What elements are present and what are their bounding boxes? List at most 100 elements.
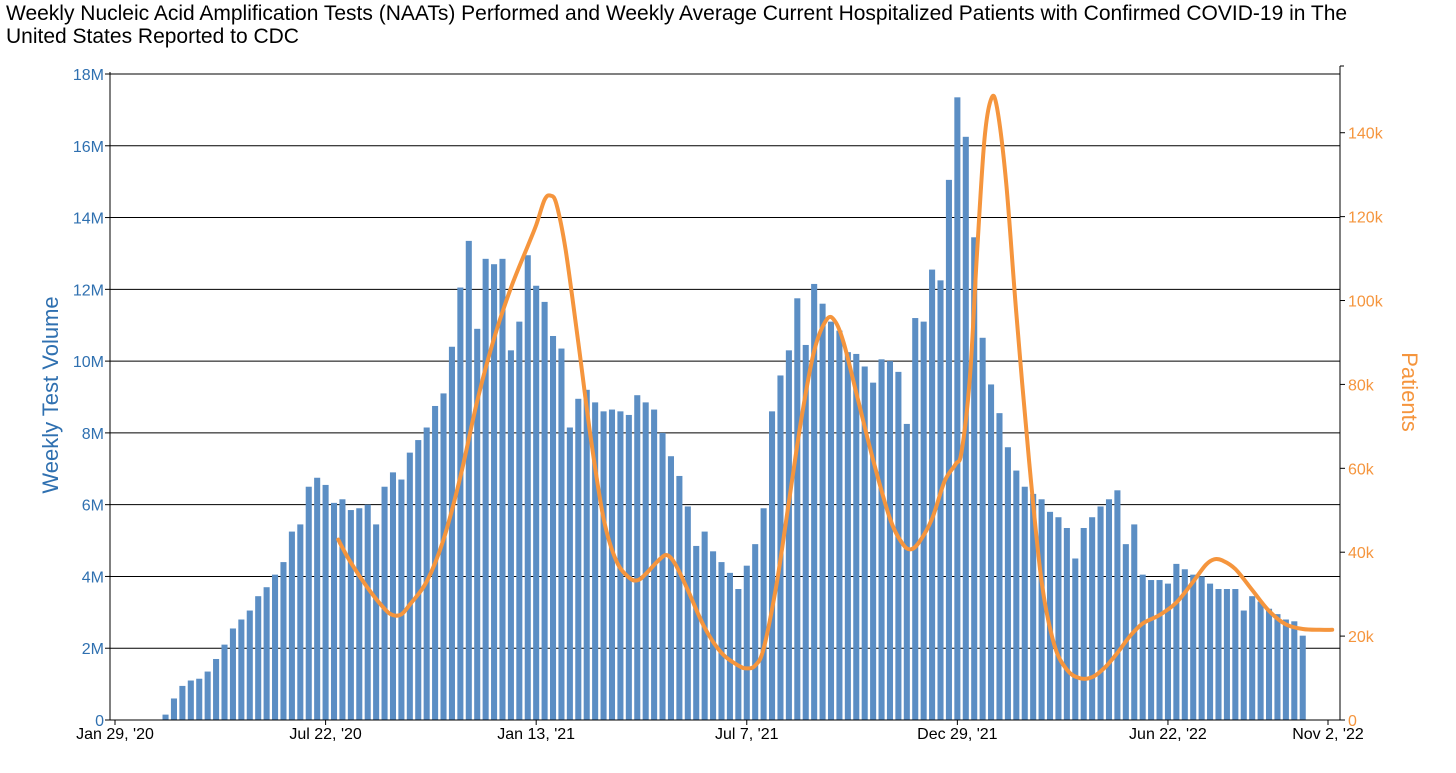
bar-week-51	[541, 301, 548, 720]
right-tick-label-5: 100k	[1348, 294, 1384, 311]
bar-week-82	[802, 344, 809, 720]
bar-week-47	[507, 350, 514, 720]
left-tick-label-7: 14M	[73, 211, 104, 228]
bar-week-89	[861, 366, 868, 720]
bar-week-75	[743, 565, 750, 720]
bar-week-67	[676, 475, 683, 720]
bar-week-77	[760, 508, 767, 720]
bar-week-22	[297, 524, 304, 720]
bar-week-103	[979, 337, 986, 720]
bar-week-93	[895, 371, 902, 720]
bar-week-30	[364, 504, 371, 720]
bar-week-90	[870, 382, 877, 720]
bar-week-50	[533, 285, 540, 720]
bar-week-110	[1038, 499, 1045, 720]
bar-week-128	[1190, 574, 1197, 720]
bar-week-55	[575, 398, 582, 720]
bar-week-43	[474, 328, 481, 720]
left-tick-label-8: 16M	[73, 139, 104, 156]
bar-week-122	[1139, 574, 1146, 720]
right-tick-label-1: 20k	[1348, 629, 1375, 646]
bar-week-41	[457, 287, 464, 720]
right-tick-label-4: 80k	[1348, 377, 1375, 394]
bar-week-14	[229, 628, 236, 720]
bar-week-125	[1164, 583, 1171, 720]
bar-week-76	[752, 544, 759, 720]
bar-week-95	[912, 318, 919, 720]
bar-week-115	[1080, 527, 1087, 720]
bar-week-29	[356, 508, 363, 720]
bar-week-108	[1021, 486, 1028, 720]
bar-week-39	[440, 393, 447, 720]
bar-week-23	[305, 486, 312, 720]
bar-week-126	[1173, 563, 1180, 720]
left-tick-label-3: 6M	[82, 498, 104, 515]
bar-week-59	[608, 409, 616, 720]
bar-week-53	[558, 348, 565, 720]
bar-week-65	[659, 432, 666, 720]
bar-week-17	[255, 596, 262, 720]
bar-week-129	[1198, 576, 1205, 720]
bar-week-36	[415, 440, 422, 720]
bar-week-136	[1257, 601, 1264, 720]
bar-week-83	[811, 283, 818, 720]
bar-week-33	[389, 472, 397, 720]
right-axis-ticks: 0 20k 40k 60k 80k 100k 120k 140k	[1340, 126, 1384, 730]
bar-week-106	[1004, 447, 1011, 720]
bar-week-19	[272, 574, 279, 720]
left-tick-label-5: 10M	[73, 354, 104, 371]
bar-week-52	[549, 335, 557, 720]
bar-week-10	[196, 678, 203, 720]
bar-week-133	[1232, 589, 1239, 720]
bar-week-54	[566, 427, 573, 720]
axes	[109, 65, 1344, 721]
right-tick-label-3: 60k	[1348, 461, 1375, 478]
x-tick-label-2: Jan 13, '21	[497, 726, 575, 743]
bar-week-109	[1030, 493, 1037, 720]
bar-week-139	[1282, 619, 1289, 720]
bar-week-135	[1249, 596, 1256, 720]
bar-week-66	[667, 456, 674, 720]
bar-week-28	[347, 510, 354, 720]
bar-week-84	[819, 303, 826, 720]
patients-line	[336, 93, 1335, 681]
bar-week-37	[423, 427, 430, 720]
x-tick-label-5: Jun 22, '22	[1129, 726, 1207, 743]
bar-week-87	[844, 352, 851, 720]
bar-week-102	[971, 237, 978, 721]
bar-week-13	[221, 644, 228, 720]
bar-week-58	[600, 411, 607, 720]
bar-week-97	[929, 269, 936, 720]
bar-week-112	[1055, 517, 1062, 720]
bar-week-96	[920, 321, 927, 720]
bar-week-88	[853, 353, 860, 720]
bar-week-118	[1105, 499, 1113, 720]
bar-week-119	[1114, 490, 1121, 720]
bar-week-140	[1291, 621, 1298, 720]
bar-week-85	[827, 321, 835, 720]
bar-week-21	[288, 531, 295, 720]
bar-week-56	[583, 389, 590, 720]
bar-week-24	[314, 477, 321, 720]
bar-week-12	[213, 658, 220, 720]
bar-week-49	[524, 255, 531, 720]
x-tick-label-1: Jul 22, '20	[289, 726, 362, 743]
bar-week-46	[499, 258, 506, 720]
bar-week-123	[1148, 580, 1155, 720]
bar-week-98	[937, 280, 944, 720]
bar-week-104	[988, 384, 995, 720]
bar-week-61	[625, 414, 632, 720]
bar-week-34	[398, 479, 405, 720]
right-tick-label-7: 140k	[1348, 126, 1384, 143]
bar-week-69	[693, 545, 700, 720]
left-tick-label-2: 4M	[82, 569, 104, 586]
x-tick-label-3: Jul 7, '21	[715, 726, 779, 743]
bar-week-68	[684, 506, 691, 720]
bar-week-63	[642, 402, 649, 720]
left-tick-label-1: 2M	[82, 641, 104, 658]
bar-week-40	[448, 346, 455, 720]
bar-week-31	[373, 524, 380, 720]
x-axis-ticks: Jan 29, '20 Jul 22, '20 Jan 13, '21 Jul 7, …	[76, 720, 1364, 743]
bar-week-105	[996, 413, 1003, 720]
